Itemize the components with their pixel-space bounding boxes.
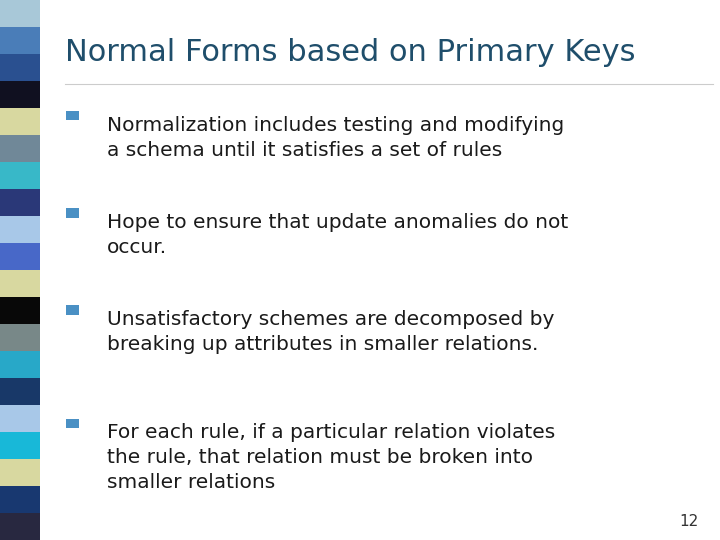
Bar [0, 81, 40, 108]
Bar [0, 378, 40, 405]
Bar [0, 189, 40, 216]
Text: Hope to ensure that update anomalies do not
occur.: Hope to ensure that update anomalies do … [107, 213, 568, 256]
Bar [0, 270, 40, 297]
Bar [0, 324, 40, 351]
Bar [66, 418, 79, 428]
Bar [0, 216, 40, 243]
Bar [66, 305, 79, 315]
Bar [0, 513, 40, 540]
Bar [0, 162, 40, 189]
Bar [0, 459, 40, 486]
Bar [0, 108, 40, 135]
Bar [0, 135, 40, 162]
Text: Normalization includes testing and modifying
a schema until it satisfies a set o: Normalization includes testing and modif… [107, 116, 564, 159]
Bar [0, 486, 40, 513]
Text: 12: 12 [679, 514, 698, 529]
Bar [0, 0, 40, 27]
Bar [66, 208, 79, 218]
Text: Unsatisfactory schemes are decomposed by
breaking up attributes in smaller relat: Unsatisfactory schemes are decomposed by… [107, 310, 554, 354]
Text: For each rule, if a particular relation violates
the rule, that relation must be: For each rule, if a particular relation … [107, 423, 555, 492]
Bar [0, 27, 40, 54]
Bar [0, 54, 40, 81]
Bar [0, 243, 40, 270]
Bar [0, 432, 40, 459]
Bar [66, 111, 79, 120]
Bar [0, 405, 40, 432]
Bar [0, 297, 40, 324]
Text: Normal Forms based on Primary Keys: Normal Forms based on Primary Keys [65, 38, 635, 67]
Bar [0, 351, 40, 378]
